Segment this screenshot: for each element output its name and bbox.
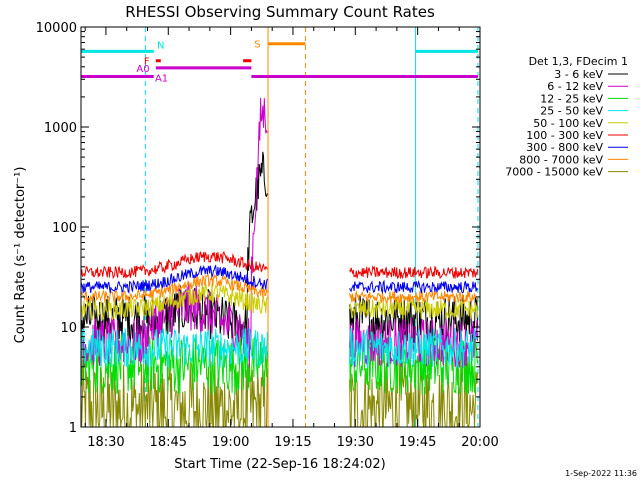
state-flag-label: F	[144, 57, 150, 68]
series-line	[80, 264, 478, 295]
series-line	[80, 250, 478, 280]
state-flag-label: S	[254, 40, 260, 51]
legend-label: 3 - 6 keV	[554, 68, 603, 81]
state-flag-label: N	[157, 40, 164, 51]
x-tick-label: 19:45	[399, 435, 436, 450]
y-tick-label: 10000	[36, 21, 77, 36]
state-flag-label: A0	[136, 64, 149, 75]
x-axis-label: Start Time (22-Sep-16 18:24:02)	[174, 457, 385, 472]
x-tick-label: 19:00	[212, 435, 249, 450]
legend-header: Det 1,3, FDecim 1	[529, 55, 628, 68]
legend-label: 7000 - 15000 keV	[505, 166, 603, 179]
x-tick-label: 19:15	[274, 435, 311, 450]
series-line	[80, 97, 478, 368]
y-tick-label: 1000	[44, 121, 77, 136]
y-axis-label: Count Rate (s⁻¹ detector⁻¹)	[13, 167, 28, 344]
series-line	[80, 327, 478, 370]
legend-label: 25 - 50 keV	[540, 105, 603, 118]
x-tick-label: 20:00	[461, 435, 498, 450]
x-tick-label: 19:30	[337, 435, 374, 450]
series-line	[80, 273, 478, 305]
legend-label: 6 - 12 keV	[547, 80, 603, 93]
x-tick-label: 18:30	[87, 435, 124, 450]
series-line	[80, 151, 478, 349]
legend-label: 800 - 7000 keV	[519, 153, 603, 166]
chart-title: RHESSI Observing Summary Count Rates	[125, 3, 435, 21]
state-flag-label: A1	[155, 73, 168, 84]
legend-label: 100 - 300 keV	[526, 129, 603, 142]
legend-label: 12 - 25 keV	[540, 92, 603, 105]
legend-label: 300 - 800 keV	[526, 141, 603, 154]
x-tick-label: 18:45	[150, 435, 187, 450]
timestamp: 1-Sep-2022 11:36	[565, 469, 637, 478]
y-tick-label: 1	[69, 421, 77, 436]
legend-label: 50 - 100 keV	[533, 117, 603, 130]
y-tick-label: 100	[52, 221, 77, 236]
y-tick-label: 10	[60, 321, 77, 336]
